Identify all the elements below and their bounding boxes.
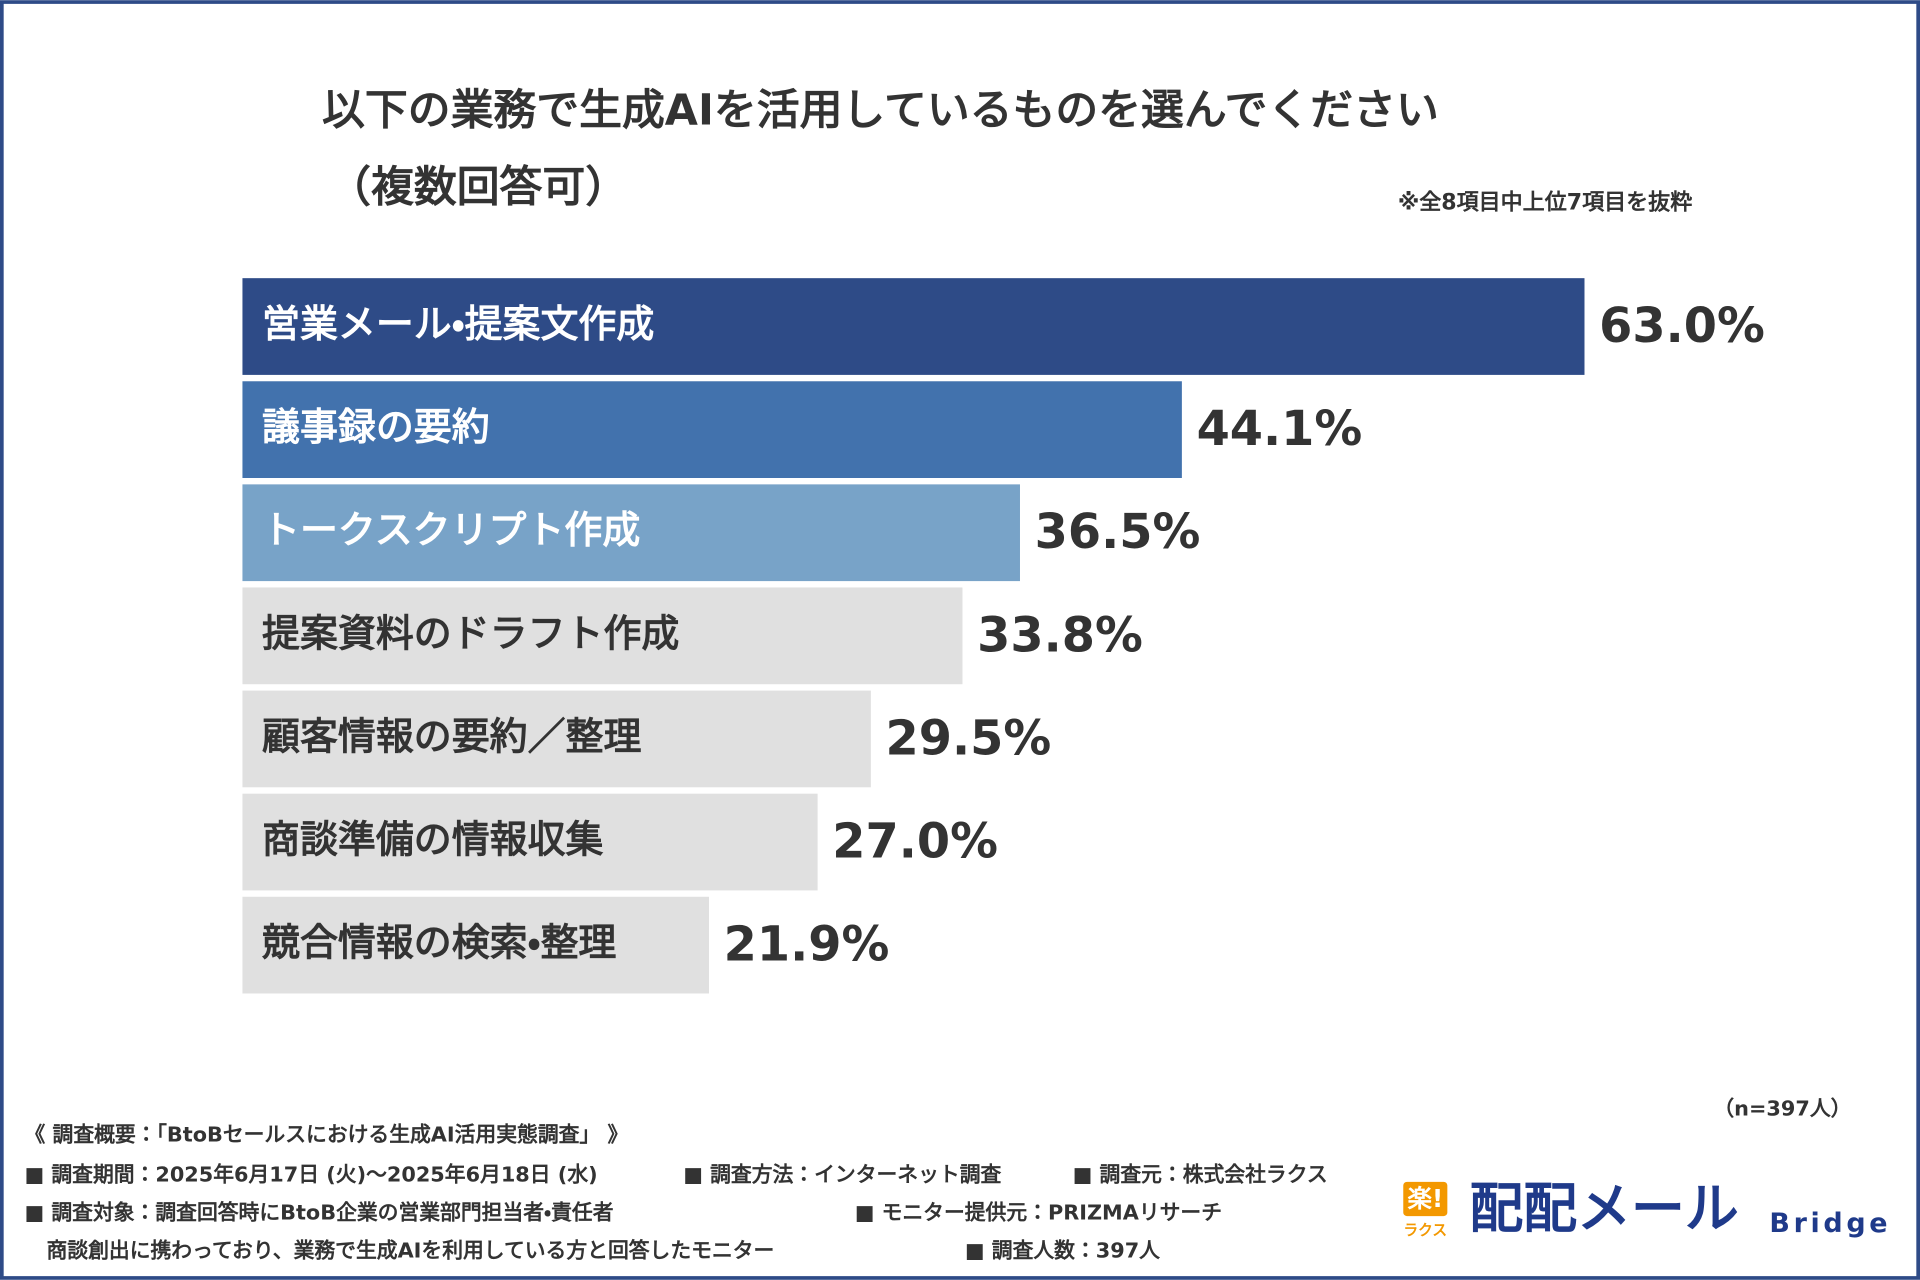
bar [242,690,871,788]
sample-size: （n=397人） [1713,1097,1851,1121]
chart-title: 以下の業務で生成AIを活用しているものを選んでください [322,85,1439,135]
category-label: 商談準備の情報収集 [262,818,603,862]
value-label: 27.0% [832,814,998,869]
chart-title: （複数回答可） [328,162,628,212]
footer-item: ■ 調査対象：調査回答時にBtoB企業の営業部門担当者・責任者 [24,1201,613,1225]
note: ※全8項目中上位7項目を抜粋 [1398,189,1692,215]
value-label: 29.5% [886,711,1052,766]
footer-item: 商談創出に携わっており、業務で生成AIを利用している方と回答したモニター [47,1239,775,1263]
category-label: 顧客情報の要約／整理 [262,714,641,758]
value-label: 36.5% [1035,505,1201,560]
logo-name: 配配メール [1469,1177,1738,1240]
logo-badge [1403,1181,1448,1217]
value-label: 21.9% [724,918,890,973]
bar [242,793,818,891]
bar [242,381,1182,478]
logo-mark-sub: ラクス [1403,1222,1447,1239]
value-label: 44.1% [1197,402,1363,457]
value-label: 63.0% [1599,299,1765,354]
logo: 楽! ラクス 配配メール Bridge [1403,1177,1891,1240]
footer-item: ■ 調査人数：397人 [965,1239,1160,1263]
bar [242,484,1020,582]
footer-item: ■ 調査方法：インターネット調査 [683,1163,1001,1187]
bar [242,587,963,685]
category-label: 議事録の要約 [262,405,490,449]
footer-item: ■ 調査期間：2025年6月17日 (火)～2025年6月18日 (水) [24,1163,597,1187]
category-label: 提案資料のドラフト作成 [262,611,679,655]
footer-item: ■ 調査元：株式会社ラクス [1073,1163,1328,1187]
bar [242,278,1585,375]
value-label: 33.8% [977,608,1143,663]
footer-heading: 《 調査概要：「BtoBセールスにおける生成AI活用実態調査」 》 [24,1122,628,1146]
bar [242,896,709,994]
footer-item: ■ モニター提供元：PRIZMAリサーチ [855,1201,1222,1225]
bars: 営業メール・提案文作成 63.0% 議事録の要約 44.1% トークスクリプト作成 36.… [242,278,1765,994]
logo-mark: 楽! [1407,1184,1443,1213]
category-label: 営業メール・提案文作成 [262,302,654,346]
logo-sub: Bridge [1769,1208,1891,1239]
category-label: 競合情報の検索・整理 [261,921,616,965]
category-label: トークスクリプト作成 [262,508,640,552]
